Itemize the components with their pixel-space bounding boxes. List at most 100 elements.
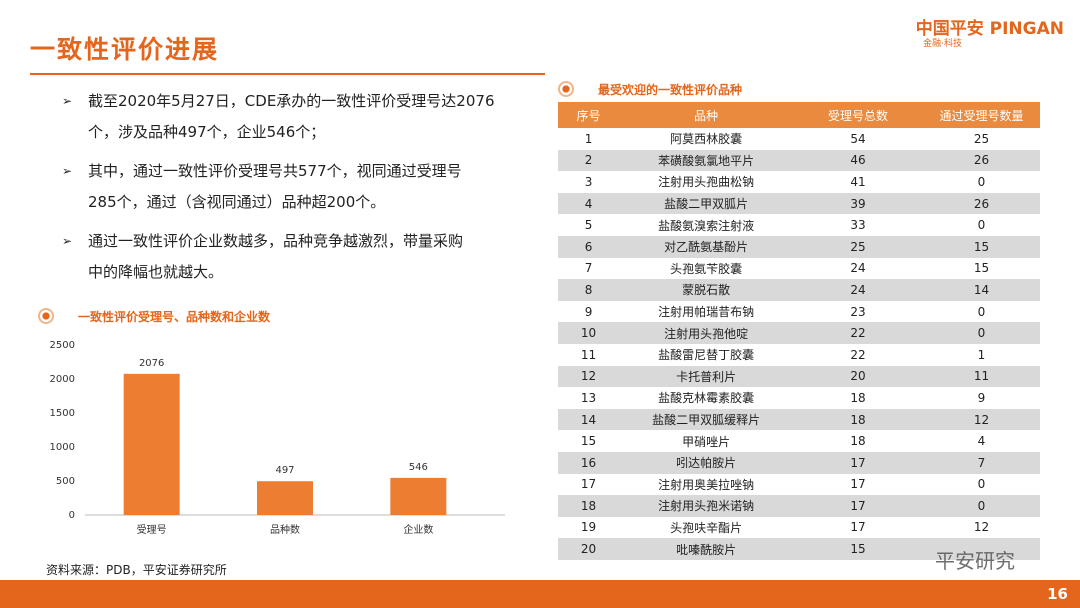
- table-cell: 9: [977, 390, 986, 405]
- table-cell: 33: [850, 218, 866, 233]
- x-tick-label: 受理号: [137, 524, 167, 536]
- logo-subtitle: 金融·科技: [923, 39, 962, 49]
- ranking-table: 序号 品种 受理号总数 通过受理号数量 1 阿莫西林胶囊 54 25 2 苯磺酸氨氯地平片 46 26…: [558, 102, 1040, 560]
- table-cell: 对乙酰氨基酚片: [619, 235, 794, 258]
- x-tick-label: 品种数: [270, 523, 300, 536]
- table-cell: 注射用奥美拉唑钠: [658, 477, 755, 492]
- bar: [257, 481, 313, 515]
- table-cell: 18: [558, 495, 620, 517]
- table-cell: 注射用头孢米诺钠: [619, 495, 794, 517]
- table-row: 15 甲硝唑片 18 4: [558, 430, 1040, 452]
- section-icon: [38, 308, 54, 324]
- table-cell: 盐酸雷尼替丁胶囊: [658, 348, 755, 363]
- x-tick-label: 企业数: [403, 523, 433, 536]
- table-cell: 注射用帕瑞昔布钠: [658, 305, 755, 320]
- y-tick-label: 1000: [50, 442, 75, 453]
- table-cell: 6: [558, 235, 620, 258]
- watermark: 平安研究: [935, 549, 1015, 573]
- table-row: 16 吲达帕胺片 17 7: [558, 451, 1040, 474]
- table-cell: 甲硝唑片: [682, 434, 731, 449]
- header-row: 序号 品种 受理号总数 通过受理号数量: [558, 102, 1040, 128]
- table-row: 19 头孢呋辛酯片 17 12: [558, 517, 1040, 539]
- table-cell: 3: [584, 174, 593, 189]
- table-cell: 26: [922, 192, 1040, 215]
- table-cell: 17: [850, 520, 866, 535]
- table-cell: 16: [558, 451, 620, 474]
- table-cell: 盐酸二甲双胍缓释片: [619, 408, 794, 431]
- table-cell: 2: [558, 149, 620, 172]
- table-cell: 7: [922, 451, 1040, 474]
- table-cell: 头孢呋辛酯片: [670, 520, 743, 535]
- table-row: 17 注射用奥美拉唑钠 17 0: [558, 474, 1040, 496]
- bullet: ➢ 截至2020年5月27日，CDE承办的一致性评价受理号达2076 个，涉及品种4…: [62, 86, 494, 148]
- table-row: 12 卡托普利片 20 11: [558, 365, 1040, 388]
- source-note: 资料来源：PDB，平安证券研究所: [46, 563, 227, 577]
- table-cell: 注射用头孢曲松钠: [658, 175, 755, 190]
- bar: [390, 477, 447, 515]
- y-tick-label: 2000: [50, 374, 75, 385]
- table-cell: 24: [850, 261, 866, 276]
- table-cell: 22: [793, 322, 923, 344]
- table-cell: 7: [584, 261, 593, 276]
- table-row: 2 苯磺酸氨氯地平片 46 26: [558, 149, 1040, 172]
- table-cell: 盐酸氨溴索注射液: [658, 218, 755, 233]
- table-cell: 54: [850, 131, 866, 146]
- table-row: 4 盐酸二甲双胍片 39 26: [558, 192, 1040, 215]
- table-cell: 4: [558, 192, 620, 215]
- table-cell: 39: [793, 192, 923, 215]
- bullet-line: 通过一致性评价企业数越多，品种竞争越激烈，带量采购: [88, 232, 464, 250]
- table-row: 3 注射用头孢曲松钠 41 0: [558, 171, 1040, 193]
- y-tick-label: 0: [69, 510, 75, 521]
- bullet-line: 其中，通过一致性评价受理号共577个，视同通过受理号: [88, 162, 462, 180]
- table-cell: 17: [850, 477, 866, 492]
- column-header: 受理号总数: [793, 102, 923, 128]
- table-cell: 盐酸二甲双胍片: [619, 192, 794, 215]
- bullet: ➢ 通过一致性评价企业数越多，品种竞争越激烈，带量采购 中的降幅也就越大。: [62, 226, 463, 288]
- table-cell: 18: [850, 390, 866, 405]
- bar-chart: 0 500 1000 1500 2000 2500 受理号 2076 品种数 497 企业数 546: [50, 340, 505, 536]
- table-cell: 0: [977, 304, 986, 319]
- table-cell: 17: [793, 451, 923, 474]
- table-cell: 15: [793, 538, 923, 560]
- table-cell: 18: [793, 408, 923, 431]
- table-cell: 26: [922, 149, 1040, 172]
- table-cell: 8: [558, 279, 620, 301]
- table-cell: 注射用头孢他啶: [619, 322, 794, 344]
- table-cell: 10: [558, 322, 620, 344]
- table-cell: 0: [977, 218, 986, 233]
- table-cell: 23: [850, 304, 866, 319]
- table-cell: 0: [977, 477, 986, 492]
- table-row: 6 对乙酰氨基酚片 25 15: [558, 235, 1040, 258]
- table-cell: 4: [977, 434, 986, 449]
- table-cell: 苯磺酸氨氯地平片: [619, 149, 794, 172]
- table-cell: 盐酸克林霉素胶囊: [658, 391, 755, 406]
- bullet-line: 285个，通过（含视同通过）品种超200个。: [88, 193, 386, 211]
- bullet: ➢ 其中，通过一致性评价受理号共577个，视同通过受理号 285个，通过（含视同通过…: [62, 156, 462, 218]
- table-cell: 12: [558, 365, 620, 388]
- table-row: 9 注射用帕瑞昔布钠 23 0: [558, 301, 1040, 323]
- table-row: 20 吡嗪酰胺片 15: [558, 538, 1040, 560]
- table-cell: 14: [558, 408, 620, 431]
- table-cell: 41: [850, 174, 866, 189]
- column-header: 序号: [558, 102, 620, 128]
- table-cell: 25: [793, 235, 923, 258]
- table-cell: 阿莫西林胶囊: [670, 132, 743, 147]
- table-row: 11 盐酸雷尼替丁胶囊 22 1: [558, 344, 1040, 366]
- y-tick-label: 1500: [50, 408, 75, 419]
- table-row: 10 注射用头孢他啶 22 0: [558, 322, 1040, 344]
- table-cell: 13: [580, 390, 597, 405]
- table-cell: 20: [793, 365, 923, 388]
- column-header: 品种: [619, 102, 794, 128]
- table-cell: 22: [850, 347, 866, 362]
- table-cell: 17: [580, 477, 597, 492]
- value-label: 546: [409, 462, 428, 473]
- footer-bar: [0, 580, 1080, 608]
- y-tick-label: 500: [56, 476, 75, 487]
- table-cell: 14: [922, 279, 1040, 301]
- bar: [123, 373, 180, 515]
- table-cell: 0: [977, 174, 986, 189]
- bullet-line: 个，涉及品种497个，企业546个；: [88, 123, 326, 141]
- table-cell: 0: [922, 322, 1040, 344]
- chart-title: 一致性评价受理号、品种数和企业数: [78, 310, 271, 324]
